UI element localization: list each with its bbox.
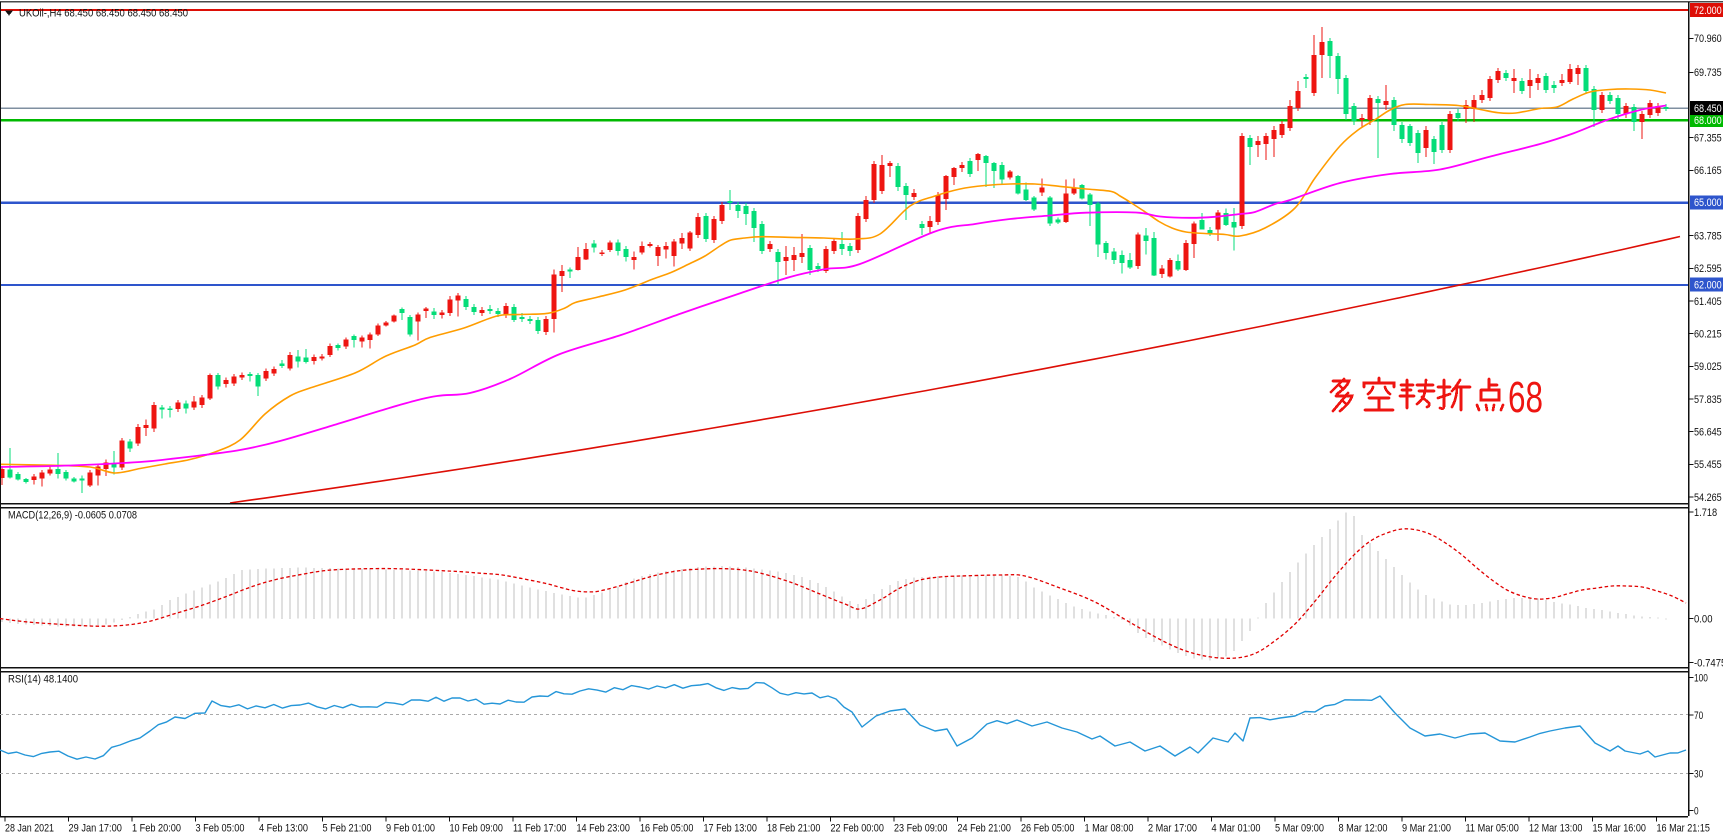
svg-text:8 Mar 12:00: 8 Mar 12:00 bbox=[1339, 823, 1388, 835]
svg-text:57.835: 57.835 bbox=[1694, 394, 1722, 406]
svg-text:-0.7475: -0.7475 bbox=[1694, 657, 1723, 669]
svg-text:59.025: 59.025 bbox=[1694, 361, 1722, 373]
svg-text:RSI(14) 48.1400: RSI(14) 48.1400 bbox=[8, 674, 78, 686]
svg-text:24 Feb 21:00: 24 Feb 21:00 bbox=[958, 823, 1011, 835]
svg-text:68: 68 bbox=[1508, 373, 1543, 422]
svg-text:3 Feb 05:00: 3 Feb 05:00 bbox=[196, 823, 245, 835]
svg-text:UKOil-,H4 68.450 68.450 68.45: UKOil-,H4 68.450 68.450 68.450 68.450 bbox=[19, 8, 188, 20]
svg-text:54.265: 54.265 bbox=[1694, 492, 1722, 504]
svg-text:72.000: 72.000 bbox=[1694, 5, 1722, 17]
svg-text:4 Mar 01:00: 4 Mar 01:00 bbox=[1212, 823, 1261, 835]
svg-text:17 Feb 13:00: 17 Feb 13:00 bbox=[704, 823, 757, 835]
svg-text:67.355: 67.355 bbox=[1694, 133, 1722, 145]
svg-text:5 Mar 09:00: 5 Mar 09:00 bbox=[1275, 823, 1324, 835]
svg-text:16 Mar 21:15: 16 Mar 21:15 bbox=[1657, 823, 1710, 835]
svg-text:69.735: 69.735 bbox=[1694, 67, 1722, 79]
svg-text:11 Mar 05:00: 11 Mar 05:00 bbox=[1466, 823, 1519, 835]
svg-text:29 Jan 17:00: 29 Jan 17:00 bbox=[69, 823, 122, 835]
svg-text:1.718: 1.718 bbox=[1694, 507, 1717, 519]
svg-text:68.000: 68.000 bbox=[1694, 115, 1722, 127]
svg-text:1 Mar 08:00: 1 Mar 08:00 bbox=[1085, 823, 1134, 835]
svg-text:MACD(12,26,9) -0.0605 0.0708: MACD(12,26,9) -0.0605 0.0708 bbox=[8, 510, 137, 522]
svg-text:60.215: 60.215 bbox=[1694, 329, 1722, 341]
svg-text:28 Jan 2021: 28 Jan 2021 bbox=[5, 823, 54, 835]
svg-text:0: 0 bbox=[1694, 806, 1699, 818]
svg-text:15 Mar 16:00: 15 Mar 16:00 bbox=[1593, 823, 1646, 835]
svg-text:100: 100 bbox=[1694, 672, 1708, 684]
svg-text:55.455: 55.455 bbox=[1694, 459, 1722, 471]
svg-text:12 Mar 13:00: 12 Mar 13:00 bbox=[1529, 823, 1582, 835]
svg-text:70: 70 bbox=[1694, 710, 1703, 722]
svg-text:14 Feb 23:00: 14 Feb 23:00 bbox=[577, 823, 630, 835]
svg-text:23 Feb 09:00: 23 Feb 09:00 bbox=[894, 823, 947, 835]
svg-text:61.405: 61.405 bbox=[1694, 296, 1722, 308]
svg-text:68.450: 68.450 bbox=[1694, 103, 1722, 115]
svg-text:26 Feb 05:00: 26 Feb 05:00 bbox=[1021, 823, 1074, 835]
svg-text:70.960: 70.960 bbox=[1694, 33, 1722, 45]
svg-text:56.645: 56.645 bbox=[1694, 427, 1722, 439]
svg-text:62.000: 62.000 bbox=[1694, 279, 1722, 291]
svg-text:4 Feb 13:00: 4 Feb 13:00 bbox=[259, 823, 308, 835]
svg-text:18 Feb 21:00: 18 Feb 21:00 bbox=[767, 823, 820, 835]
svg-text:30: 30 bbox=[1694, 768, 1703, 780]
svg-text:9 Feb 01:00: 9 Feb 01:00 bbox=[386, 823, 435, 835]
svg-text:22 Feb 00:00: 22 Feb 00:00 bbox=[831, 823, 884, 835]
svg-text:9 Mar 21:00: 9 Mar 21:00 bbox=[1402, 823, 1451, 835]
svg-text:0.00: 0.00 bbox=[1694, 614, 1713, 626]
svg-text:66.165: 66.165 bbox=[1694, 165, 1722, 177]
svg-text:62.595: 62.595 bbox=[1694, 263, 1722, 275]
svg-text:5 Feb 21:00: 5 Feb 21:00 bbox=[323, 823, 372, 835]
svg-text:2 Mar 17:00: 2 Mar 17:00 bbox=[1148, 823, 1197, 835]
svg-text:11 Feb 17:00: 11 Feb 17:00 bbox=[513, 823, 566, 835]
svg-text:1 Feb 20:00: 1 Feb 20:00 bbox=[132, 823, 181, 835]
svg-text:65.000: 65.000 bbox=[1694, 197, 1722, 209]
svg-text:16 Feb 05:00: 16 Feb 05:00 bbox=[640, 823, 693, 835]
svg-text:63.785: 63.785 bbox=[1694, 231, 1722, 243]
svg-text:10 Feb 09:00: 10 Feb 09:00 bbox=[450, 823, 503, 835]
